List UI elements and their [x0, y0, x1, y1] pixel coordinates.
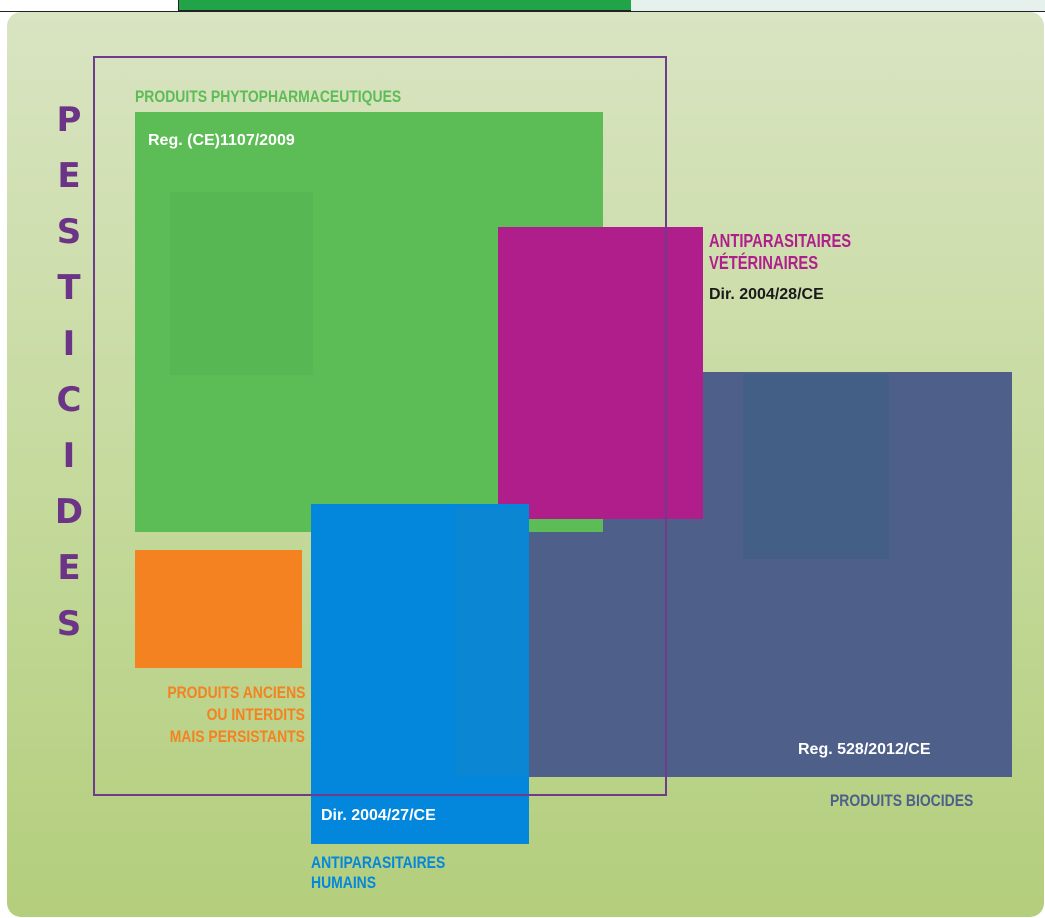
anciens-line2-text: OU INTERDITS	[206, 705, 305, 724]
top-strip-cell-right	[631, 0, 1045, 11]
pesticides-letter: P	[56, 100, 82, 140]
humains-reg: Dir. 2004/27/CE	[321, 807, 436, 824]
pesticides-letter: S	[56, 212, 82, 252]
top-table-strip	[0, 0, 1045, 12]
pesticides-letter: I	[62, 324, 76, 364]
pesticides-letter: D	[54, 492, 84, 532]
diagram-panel: P E S T I C I D E S PRODUITS PHYTOPHARMA…	[7, 12, 1044, 917]
veterinaires-title-line1: ANTIPARASITAIRES	[709, 231, 852, 251]
pesticides-letter: S	[56, 604, 82, 644]
phyto-inner-shade	[170, 192, 313, 375]
biocides-reg: Reg. 528/2012/CE	[798, 741, 931, 758]
humains-block	[311, 504, 529, 844]
anciens-block	[135, 550, 302, 668]
top-strip-cell-green	[178, 0, 632, 11]
pesticides-letter: E	[57, 156, 81, 196]
pesticides-letter: I	[62, 436, 76, 476]
top-strip-cell-left	[0, 0, 179, 11]
top-strip-border	[0, 11, 1045, 12]
veterinaires-block	[498, 227, 703, 519]
anciens-caption-line3: MAIS PERSISTANTS	[127, 728, 305, 746]
humains-title-line2: HUMAINS	[311, 873, 377, 892]
phyto-reg: Reg. (CE)1107/2009	[148, 132, 295, 149]
humains-overlap-shade	[455, 508, 527, 776]
anciens-caption-line2: OU INTERDITS	[127, 706, 305, 724]
pesticides-letter: C	[56, 380, 82, 420]
biocides-inner-shade	[743, 374, 889, 559]
pesticides-letter: T	[57, 268, 81, 308]
anciens-line3-text: MAIS PERSISTANTS	[169, 727, 305, 746]
veterinaires-reg: Dir. 2004/28/CE	[709, 286, 824, 303]
veterinaires-title-line2: VÉTÉRINAIRES	[709, 253, 819, 273]
biocides-title: PRODUITS BIOCIDES	[830, 791, 974, 810]
pesticides-letter: E	[57, 548, 81, 588]
pesticides-outline	[93, 56, 667, 796]
anciens-caption-line1: PRODUITS ANCIENS	[127, 684, 305, 702]
humains-title-line1: ANTIPARASITAIRES	[311, 853, 446, 872]
phyto-title: PRODUITS PHYTOPHARMACEUTIQUES	[135, 87, 402, 106]
anciens-line1-text: PRODUITS ANCIENS	[166, 683, 305, 702]
